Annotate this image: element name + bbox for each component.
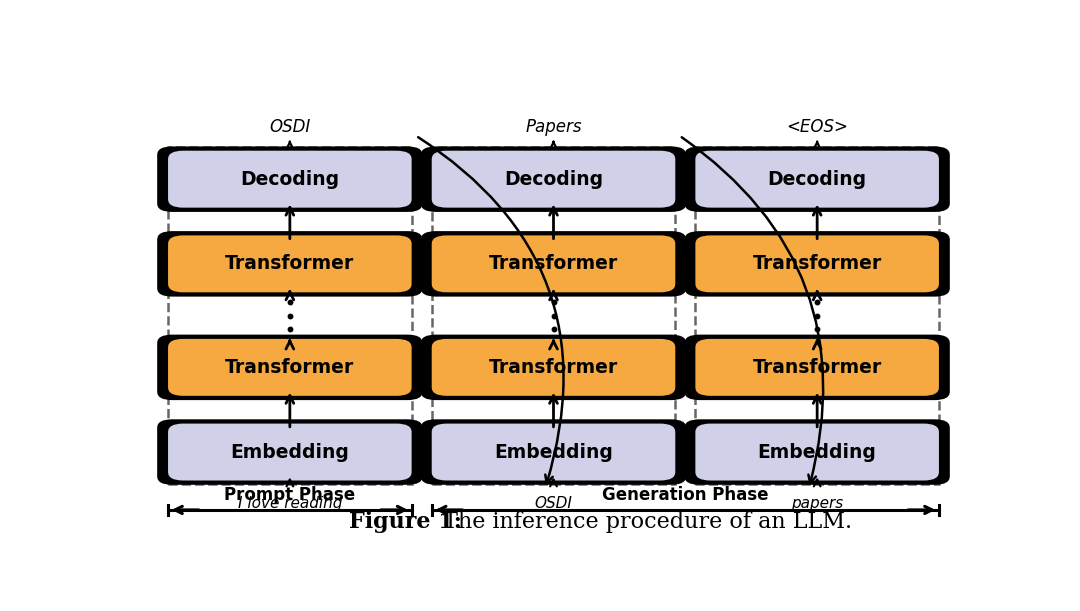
FancyBboxPatch shape bbox=[696, 339, 939, 396]
FancyBboxPatch shape bbox=[685, 335, 949, 400]
FancyBboxPatch shape bbox=[168, 423, 411, 480]
Text: OSDI: OSDI bbox=[269, 118, 310, 136]
FancyBboxPatch shape bbox=[685, 231, 949, 296]
FancyBboxPatch shape bbox=[432, 151, 675, 208]
FancyBboxPatch shape bbox=[168, 235, 411, 292]
Text: Papers: Papers bbox=[525, 118, 582, 136]
Text: papers: papers bbox=[791, 496, 843, 511]
Text: Figure 1:: Figure 1: bbox=[349, 511, 461, 533]
Text: I love reading: I love reading bbox=[238, 496, 342, 511]
FancyBboxPatch shape bbox=[696, 151, 939, 208]
Text: Transformer: Transformer bbox=[753, 254, 881, 273]
Bar bbox=[696, 147, 939, 484]
Text: Transformer: Transformer bbox=[226, 358, 354, 377]
Bar bbox=[168, 147, 411, 484]
Text: Decoding: Decoding bbox=[504, 170, 603, 189]
FancyBboxPatch shape bbox=[168, 339, 411, 396]
Text: Embedding: Embedding bbox=[494, 442, 613, 461]
Text: Generation Phase: Generation Phase bbox=[602, 486, 769, 504]
FancyBboxPatch shape bbox=[696, 235, 939, 292]
FancyBboxPatch shape bbox=[432, 339, 675, 396]
Text: Figure 1: The inference procedure of an LLM.: Figure 1: The inference procedure of an … bbox=[294, 511, 813, 533]
Text: Decoding: Decoding bbox=[768, 170, 867, 189]
Text: The inference procedure of an LLM.: The inference procedure of an LLM. bbox=[436, 511, 852, 533]
FancyBboxPatch shape bbox=[432, 235, 675, 292]
FancyBboxPatch shape bbox=[421, 419, 686, 485]
FancyBboxPatch shape bbox=[421, 231, 686, 296]
FancyBboxPatch shape bbox=[158, 419, 422, 485]
FancyBboxPatch shape bbox=[685, 419, 949, 485]
Text: Embedding: Embedding bbox=[758, 442, 877, 461]
FancyBboxPatch shape bbox=[158, 335, 422, 400]
Text: Decoding: Decoding bbox=[240, 170, 339, 189]
FancyBboxPatch shape bbox=[168, 151, 411, 208]
Text: Transformer: Transformer bbox=[489, 358, 618, 377]
Bar bbox=[432, 147, 675, 484]
FancyBboxPatch shape bbox=[696, 423, 939, 480]
Text: OSDI: OSDI bbox=[535, 496, 572, 511]
FancyBboxPatch shape bbox=[158, 231, 422, 296]
Text: Transformer: Transformer bbox=[753, 358, 881, 377]
Text: Transformer: Transformer bbox=[489, 254, 618, 273]
FancyBboxPatch shape bbox=[432, 423, 675, 480]
FancyBboxPatch shape bbox=[421, 335, 686, 400]
FancyBboxPatch shape bbox=[421, 147, 686, 212]
Text: Transformer: Transformer bbox=[226, 254, 354, 273]
Text: Embedding: Embedding bbox=[230, 442, 349, 461]
FancyBboxPatch shape bbox=[158, 147, 422, 212]
FancyBboxPatch shape bbox=[685, 147, 949, 212]
Text: Prompt Phase: Prompt Phase bbox=[225, 486, 355, 504]
Text: <EOS>: <EOS> bbox=[786, 118, 848, 136]
